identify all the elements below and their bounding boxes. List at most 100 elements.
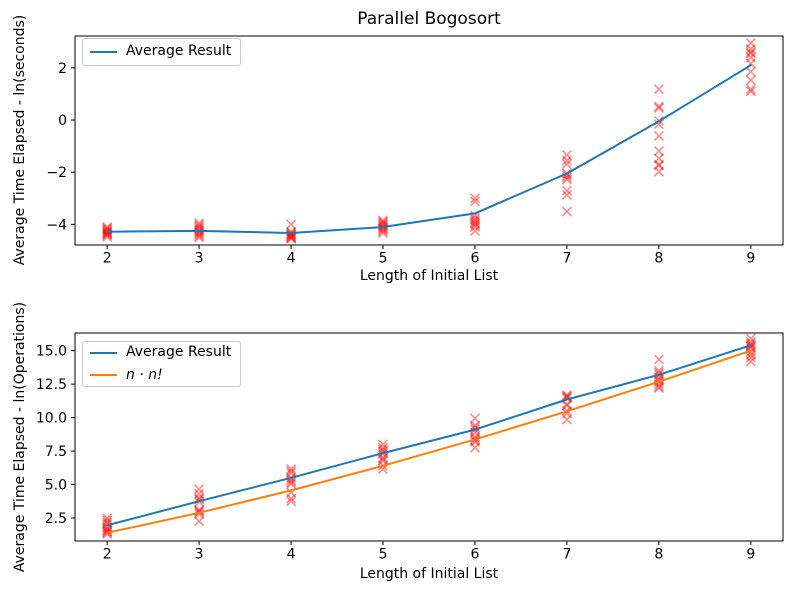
scatter-point [377, 223, 389, 234]
scatter-point [745, 356, 756, 367]
x-tick-label: 5 [379, 251, 388, 267]
scatter-point [194, 484, 205, 495]
scatter-point [653, 159, 664, 170]
scatter-point [194, 232, 205, 243]
y-tick-label: −4 [46, 217, 67, 233]
x-tick-label: 8 [654, 251, 663, 267]
scatter-point [561, 155, 572, 166]
scatter-point [377, 454, 389, 465]
legend-line-sample [90, 374, 117, 377]
scatter-point [286, 233, 297, 244]
scatter-point [194, 221, 205, 232]
scatter-point [102, 231, 113, 242]
xlabel-bottom: Length of Initial List [359, 566, 499, 582]
scatter-point [745, 336, 756, 348]
scatter-point [469, 214, 481, 226]
legend-line-sample [90, 351, 117, 354]
scatter-point [469, 193, 481, 204]
scatter-point [102, 518, 113, 530]
legend-line-sample [90, 51, 117, 53]
axes-border [74, 332, 784, 542]
x-tick-label: 4 [287, 547, 296, 563]
scatter-point [377, 227, 389, 239]
scatter-point [745, 352, 756, 363]
legend-item-average-result: Average Result [90, 344, 231, 362]
x-tick-label: 3 [195, 547, 204, 563]
scatter-point [194, 218, 205, 229]
scatter-point [469, 212, 481, 223]
scatter-point [745, 66, 756, 77]
scatter-point [469, 413, 481, 424]
x-tick-label: 4 [287, 251, 296, 267]
scatter-point [377, 215, 389, 226]
scatter-point [286, 496, 297, 507]
scatter-point [102, 515, 113, 526]
x-tick-label: 7 [562, 251, 571, 267]
y-tick-label: 0 [58, 113, 67, 129]
scatter-point [194, 488, 205, 499]
scatter-point [102, 513, 113, 524]
scatter-point [469, 218, 481, 229]
scatter-point [745, 47, 756, 58]
scatter-point [745, 333, 756, 344]
scatter-point [653, 146, 664, 157]
scatter-point [653, 119, 664, 130]
scatter-point [469, 216, 481, 227]
scatter-point [745, 52, 756, 63]
scatter-point [286, 493, 297, 504]
scatter-point [561, 400, 572, 411]
legend-item-n-n-factorial: n · n! [90, 367, 231, 385]
x-tick-label: 2 [103, 547, 112, 563]
scatter-point [745, 86, 756, 97]
scatter-point [377, 216, 389, 227]
y-tick-label: 7.5 [45, 444, 67, 460]
scatter-point [745, 43, 756, 55]
scatter-point [653, 84, 664, 95]
scatter-point [469, 219, 481, 230]
scatter-point [561, 159, 572, 170]
x-tick-label: 8 [654, 547, 663, 563]
scatter-point [102, 526, 113, 537]
y-tick-label: 2.5 [45, 511, 67, 527]
xlabel-top: Length of Initial List [359, 268, 499, 284]
scatter-point [561, 174, 572, 185]
scatter-point [653, 166, 664, 177]
legend-top: Average Result [82, 38, 242, 66]
x-tick-label: 3 [195, 251, 204, 267]
scatter-point [194, 230, 205, 241]
scatter-point [286, 232, 297, 244]
legend-bottom: Average Result n · n! [82, 341, 242, 387]
scatter-point [561, 185, 572, 196]
y-tick-label: 15.0 [36, 344, 67, 360]
scatter-point [745, 341, 756, 352]
ylabel-bottom: Average Time Elapsed - ln(Operations) [12, 301, 28, 573]
scatter-point [561, 149, 572, 161]
scatter-point [102, 221, 113, 233]
x-tick-label: 9 [746, 547, 755, 563]
scatter-point [469, 225, 481, 236]
axes-border [74, 35, 784, 246]
scatter-point [286, 228, 297, 240]
x-tick-label: 5 [379, 547, 388, 563]
scatter-point [653, 101, 664, 112]
scatter-point [469, 221, 481, 233]
scatter-point [653, 130, 664, 141]
scatter-point [286, 478, 297, 489]
scatter-point [561, 206, 572, 217]
scatter-point [194, 516, 205, 527]
scatter-point [377, 226, 389, 237]
x-tick-label: 9 [746, 251, 755, 267]
scatter-point [561, 414, 572, 425]
scatter-point [377, 439, 389, 450]
scatter-point [377, 442, 389, 453]
scatter-point [286, 232, 297, 243]
y-tick-label: 12.5 [36, 377, 67, 393]
operations-subplot: 2 3 4 5 6 7 8 9 2.5 5.0 7.5 10.0 12.5 15.0 [36, 332, 784, 563]
scatter-point [286, 219, 297, 230]
y-tick-label: −2 [46, 165, 67, 181]
scatter-point [745, 48, 756, 59]
scatter-point [102, 525, 113, 536]
scatter-point [653, 354, 664, 365]
